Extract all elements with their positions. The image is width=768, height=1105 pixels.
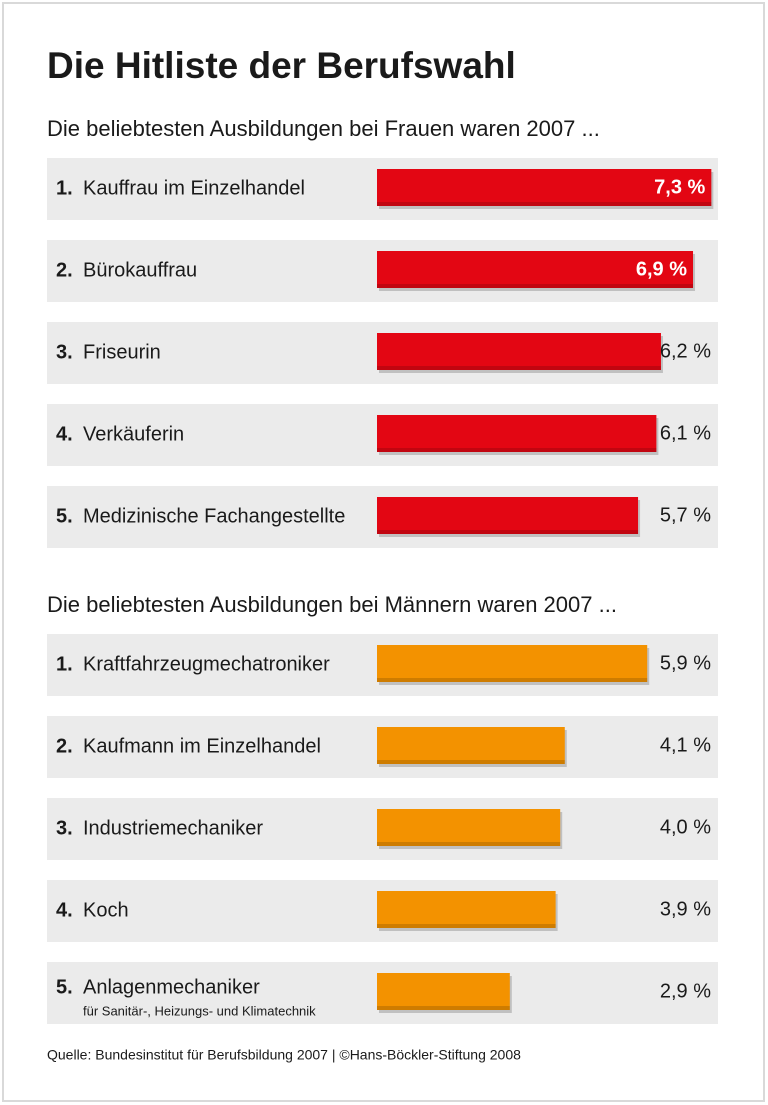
bar (377, 809, 561, 846)
category-label: Kauffrau im Einzelhandel (83, 177, 305, 199)
bar-edge (377, 202, 712, 206)
value-label: 6,9 % (636, 258, 687, 280)
category-label: Industriemechaniker (83, 817, 263, 839)
category-label: Kraftfahrzeugmechatroniker (83, 653, 330, 675)
rank: 2. (56, 259, 73, 281)
value-label: 3,9 % (660, 898, 711, 920)
bar (377, 973, 510, 1010)
bar (377, 169, 712, 206)
rank: 4. (56, 899, 73, 921)
category-label: Koch (83, 899, 129, 921)
category-label: Anlagenmechaniker (83, 976, 260, 998)
bar-edge (377, 760, 565, 764)
value-label: 6,2 % (660, 340, 711, 362)
category-note: für Sanitär-, Heizungs- und Klimatechnik (83, 1003, 316, 1018)
rank: 3. (56, 341, 73, 363)
bar-edge (377, 284, 694, 288)
value-label: 5,9 % (660, 652, 711, 674)
rank: 2. (56, 735, 73, 757)
bar-edge (377, 924, 556, 928)
bar-edge (377, 1006, 510, 1010)
title: Die Hitliste der Berufswahl (47, 45, 516, 86)
bar (377, 251, 694, 288)
bar-edge (377, 448, 657, 452)
bar (377, 497, 639, 534)
bar-edge (377, 366, 661, 370)
category-label: Verkäuferin (83, 423, 184, 445)
value-label: 5,7 % (660, 504, 711, 526)
bar-edge (377, 678, 648, 682)
bar (377, 333, 661, 370)
subtitle: Die beliebtesten Ausbildungen bei Frauen… (47, 116, 600, 141)
bar-edge (377, 842, 561, 846)
rank: 5. (56, 505, 73, 527)
bar-edge (377, 530, 639, 534)
value-label: 4,0 % (660, 816, 711, 838)
bar (377, 645, 648, 682)
category-label: Friseurin (83, 341, 161, 363)
rank: 5. (56, 976, 73, 998)
value-label: 7,3 % (654, 176, 705, 198)
category-label: Medizinische Fachangestellte (83, 505, 345, 527)
source: Quelle: Bundesinstitut für Berufsbildung… (47, 1047, 521, 1063)
value-label: 6,1 % (660, 422, 711, 444)
bar (377, 415, 657, 452)
category-label: Kaufmann im Einzelhandel (83, 735, 321, 757)
rank: 1. (56, 653, 73, 675)
value-label: 2,9 % (660, 980, 711, 1002)
subtitle: Die beliebtesten Ausbildungen bei Männer… (47, 592, 617, 617)
value-label: 4,1 % (660, 734, 711, 756)
bar (377, 727, 565, 764)
bar (377, 891, 556, 928)
rank: 1. (56, 177, 73, 199)
category-label: Bürokauffrau (83, 259, 197, 281)
rank: 4. (56, 423, 73, 445)
rank: 3. (56, 817, 73, 839)
